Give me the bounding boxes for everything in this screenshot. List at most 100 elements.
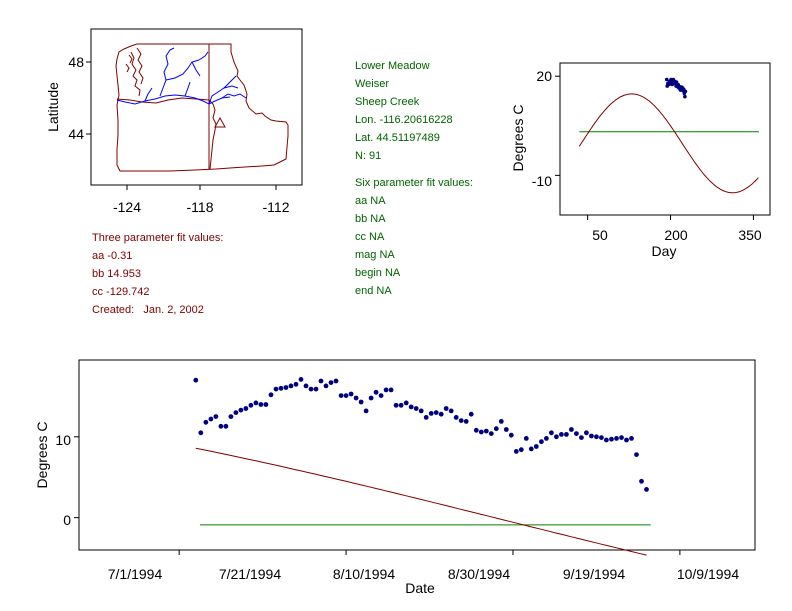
ts-data-point <box>388 387 394 393</box>
timeseries-chart: 10 0 7/1/1994 7/21/1994 8/10/1994 8/30/1… <box>34 359 756 596</box>
map-panel: 48 44 -124 -118 -112 Latitude <box>45 28 303 215</box>
ts-data-point <box>639 478 644 484</box>
six-param-begin: begin NA <box>355 267 401 279</box>
site-stream: Sheep Creek <box>355 96 420 108</box>
map-y-ticks <box>86 61 91 135</box>
ts-data-point <box>579 435 584 440</box>
ts-data-point <box>198 430 204 436</box>
ts-data-point <box>288 383 294 389</box>
ts-data-point <box>313 386 319 392</box>
annual-ylabel: Degrees C <box>510 105 526 172</box>
map-frame <box>90 28 303 186</box>
ts-data-point <box>604 437 609 443</box>
ts-data-point <box>238 407 244 413</box>
ts-data-point <box>208 416 214 422</box>
annual-ytick-label: 20 <box>536 68 552 84</box>
ts-data-point <box>213 414 219 419</box>
ts-data-point <box>393 402 399 408</box>
ts-data-point <box>418 408 424 414</box>
ts-data-point <box>554 434 559 440</box>
ts-data-point <box>353 395 359 401</box>
ts-data-point <box>233 410 239 415</box>
six-param-mag: mag NA <box>355 249 395 261</box>
ts-data-point <box>253 400 259 406</box>
site-name: Lower Meadow <box>355 60 430 72</box>
site-lon: Lon. -116.20616228 <box>355 114 453 126</box>
region-outline <box>115 43 289 172</box>
ts-ylabel: Degrees C <box>34 422 50 489</box>
ts-data-point <box>273 386 279 392</box>
map-xtick-label: -112 <box>263 199 290 215</box>
site-basin: Weiser <box>355 78 389 90</box>
ts-data-point <box>433 410 439 415</box>
ts-data-point <box>328 380 334 385</box>
map-xtick-label: -118 <box>187 199 214 215</box>
timeseries-ticks <box>74 436 681 555</box>
ts-data-point <box>488 431 494 436</box>
annual-xtick-label: 200 <box>664 227 688 243</box>
ts-data-point <box>564 432 569 437</box>
ts-data-point <box>248 402 254 408</box>
ts-data-point <box>539 439 544 445</box>
columbia-river <box>116 94 231 105</box>
ts-data-point <box>348 391 354 397</box>
ts-data-point <box>333 378 339 384</box>
annual-data-point <box>683 94 687 99</box>
timeseries-marks <box>193 377 651 556</box>
ts-data-point <box>544 436 549 441</box>
state-border-wa-or <box>116 97 210 104</box>
timeseries-plot-frame <box>78 359 756 551</box>
ts-data-point <box>408 404 414 410</box>
six-param-header: Six parameter fit values: <box>355 177 473 189</box>
ts-data-point <box>589 433 594 439</box>
ts-xlabel: Date <box>405 580 435 596</box>
state-borders <box>115 43 289 172</box>
ts-data-point <box>303 383 309 389</box>
ts-data-point <box>634 452 639 457</box>
ts-xtick-label: 7/1/1994 <box>108 566 163 582</box>
ts-data-point <box>403 400 409 406</box>
site-lat: Lat. 44.51197489 <box>355 132 440 144</box>
created-date: Created: Jan. 2, 2002 <box>92 304 204 316</box>
ts-data-point <box>513 449 519 454</box>
annual-data-point <box>664 77 669 82</box>
ts-data-point <box>428 411 434 416</box>
ts-data-point <box>508 432 514 438</box>
ts-xtick-label: 7/21/1994 <box>219 566 281 582</box>
ts-data-point <box>398 402 404 408</box>
ts-data-point <box>448 408 454 414</box>
ts-data-point <box>518 447 524 453</box>
ts-data-point <box>503 427 509 432</box>
ts-fit-curve <box>195 447 647 556</box>
ts-data-point <box>423 415 429 420</box>
ts-data-point <box>478 429 484 435</box>
ts-data-point <box>614 436 619 441</box>
ts-data-point <box>574 431 579 436</box>
ts-data-point <box>323 383 329 389</box>
ts-data-point <box>383 387 389 393</box>
six-param-bb: bb NA <box>355 213 386 225</box>
ts-data-point <box>533 444 539 449</box>
six-param-aa: aa NA <box>355 195 386 207</box>
site-triangle-marker <box>214 116 226 128</box>
ts-data-point <box>263 402 269 407</box>
ts-data-point <box>363 408 369 414</box>
annual-chart: 20 -10 50 200 350 Day Degrees C <box>510 62 771 259</box>
annual-xtick-label: 350 <box>738 227 762 243</box>
ts-data-point <box>453 415 459 420</box>
ts-data-point <box>594 434 599 440</box>
ts-data-point <box>624 437 629 443</box>
site-info-block: Lower Meadow Weiser Sheep Creek Lon. -11… <box>355 60 473 297</box>
ts-data-point <box>218 423 224 429</box>
ts-data-point <box>278 385 284 391</box>
three-param-header: Three parameter fit values: <box>92 232 223 244</box>
columbia-upper <box>159 47 175 97</box>
ts-data-point <box>283 385 289 390</box>
ts-data-point <box>368 395 374 401</box>
ts-data-point <box>458 418 464 423</box>
ts-data-point <box>298 377 304 382</box>
ts-data-point <box>338 393 344 398</box>
puget-sound <box>130 47 144 97</box>
ts-data-point <box>443 406 449 411</box>
ts-data-point <box>318 378 324 384</box>
